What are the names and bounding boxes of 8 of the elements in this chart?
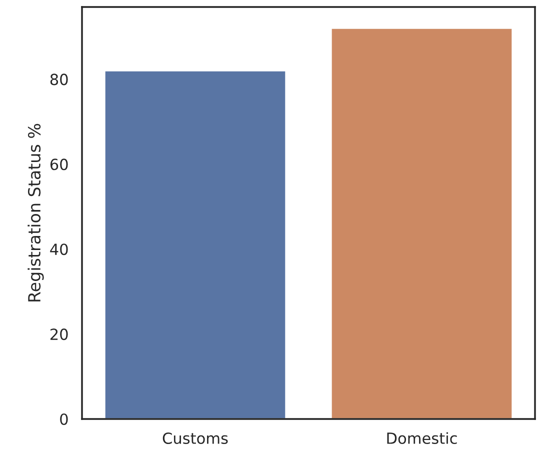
- y-tick-label: 0: [60, 413, 68, 426]
- y-tick-label: 80: [50, 74, 68, 86]
- x-tick-label: Customs: [162, 432, 228, 444]
- y-tick-label: 60: [50, 158, 68, 170]
- y-axis-title: Registration Status %: [28, 124, 44, 302]
- y-tick-label: 20: [50, 328, 68, 340]
- y-tick-label: 40: [50, 244, 68, 256]
- x-tick-label: Domestic: [387, 432, 457, 444]
